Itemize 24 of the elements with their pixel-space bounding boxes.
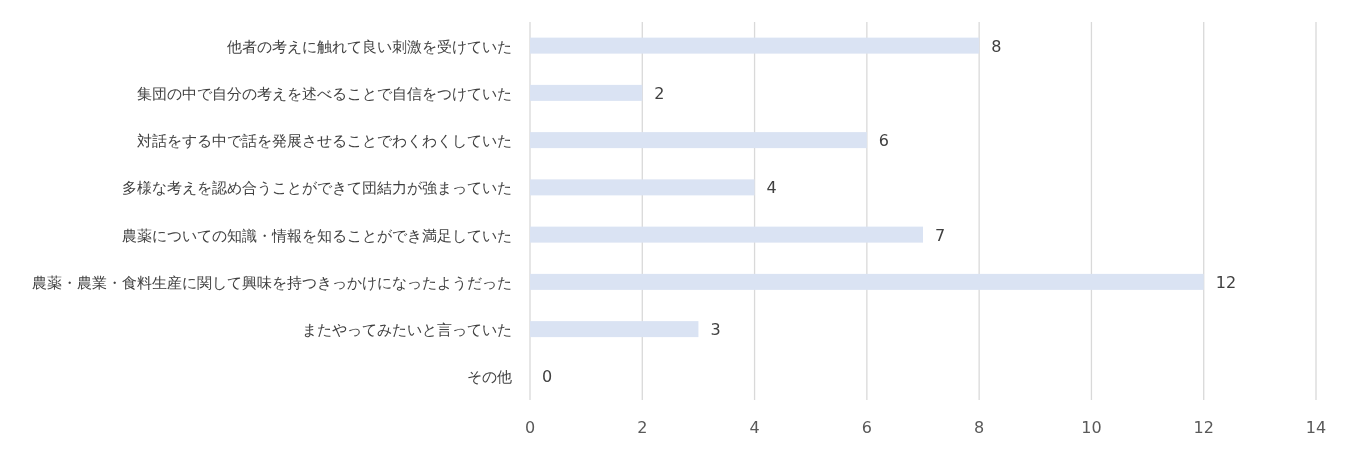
data-label: 0 [542,367,553,387]
data-label: 2 [654,83,665,103]
x-tick-label: 4 [749,418,760,437]
data-label: 3 [710,320,721,340]
data-label: 12 [1215,272,1237,292]
y-tick-label: 農薬についての知識・情報を知ることができ満足していた [122,226,512,245]
x-tick-label: 6 [861,418,872,437]
y-tick-label: 集団の中で自分の考えを述べることで自信をつけていた [137,84,512,103]
x-tick-label: 8 [974,418,985,437]
y-tick-label: その他 [467,368,512,387]
y-tick-label: 農薬・農業・食料生産に関して興味を持つきっかけになったようだった [32,273,512,292]
x-tick-label: 0 [524,418,536,437]
data-label: 4 [766,178,777,198]
y-tick-label: 多様な考えを認め合うことができて団結力が強まっていた [122,179,512,198]
x-tick-label: 14 [1305,418,1327,437]
data-label: 7 [935,225,946,245]
data-label: 8 [991,36,1002,56]
y-tick-label: またやってみたいと言っていた [302,321,512,340]
y-tick-label: 他者の考えに触れて良い刺激を受けていた [227,37,512,56]
x-tick-label: 10 [1081,418,1102,437]
x-tick-label: 2 [637,418,648,437]
x-tick-label: 12 [1193,418,1214,437]
y-tick-label: 対話をする中で話を発展させることでわくわくしていた [137,132,512,151]
data-label: 6 [878,131,890,151]
